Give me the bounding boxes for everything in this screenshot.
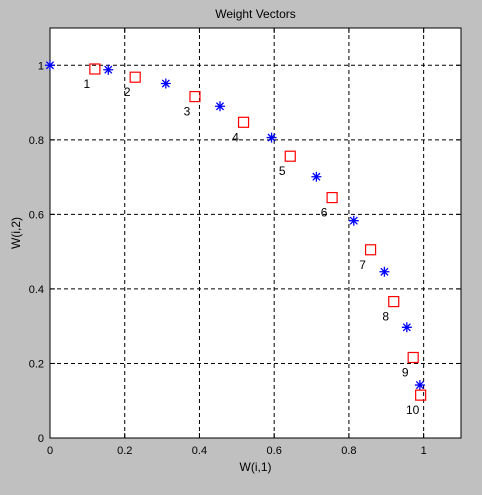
- y-tick-label: 0: [38, 433, 44, 445]
- point-label: 4: [232, 130, 239, 144]
- square-point: [129, 71, 141, 83]
- chart-title: Weight Vectors: [215, 7, 295, 21]
- axes-frame: [49, 27, 462, 439]
- asterisk-point: [215, 101, 226, 112]
- point-label: 10: [406, 403, 420, 417]
- asterisk-point: [311, 171, 322, 182]
- point-label: 3: [184, 105, 191, 119]
- asterisk-point: [160, 78, 171, 89]
- point-label: 7: [359, 258, 366, 272]
- square-point: [326, 191, 338, 204]
- square-point: [407, 351, 419, 364]
- square-point: [284, 150, 296, 162]
- square-point: [189, 90, 201, 103]
- square-point: [364, 244, 377, 256]
- asterisk-point: [401, 322, 412, 333]
- asterisk-point: [103, 64, 114, 75]
- square-series: 1 2 3 4 5 6 7 8 9 10: [83, 63, 427, 417]
- point-label: 5: [279, 164, 286, 178]
- square-point: [388, 295, 400, 308]
- x-ticks: 0 0.2 0.4 0.6 0.8 1: [47, 28, 427, 457]
- x-tick-label: 0: [47, 445, 53, 457]
- asterisk-point: [266, 132, 277, 143]
- point-label: 6: [321, 206, 328, 220]
- y-tick-label: 0.4: [29, 284, 44, 296]
- y-tick-label: 0.2: [29, 358, 44, 370]
- plot-area: [50, 28, 461, 438]
- point-label: 8: [382, 310, 389, 324]
- square-point: [415, 389, 427, 401]
- x-tick-label: 0.4: [192, 445, 207, 457]
- square-point: [237, 116, 250, 128]
- asterisk-point: [379, 266, 390, 277]
- y-ticks: 0 0.2 0.4 0.6 0.8 1: [29, 60, 461, 445]
- point-label: 1: [83, 77, 90, 91]
- x-axis-label: W(i,1): [240, 460, 272, 474]
- asterisk-point: [414, 380, 425, 391]
- x-tick-label: 0.6: [267, 445, 282, 457]
- point-label: 9: [402, 365, 409, 379]
- x-tick-label: 1: [421, 445, 427, 457]
- y-tick-label: 0.8: [29, 135, 44, 147]
- y-axis-label: W(i,2): [9, 217, 23, 249]
- asterisk-series: [45, 60, 425, 391]
- x-tick-label: 0.8: [341, 445, 356, 457]
- square-point: [89, 63, 101, 75]
- y-tick-label: 1: [38, 60, 44, 72]
- asterisk-point: [348, 215, 359, 226]
- y-tick-label: 0.6: [29, 209, 44, 221]
- x-tick-label: 0.2: [117, 445, 132, 457]
- asterisk-point: [45, 60, 55, 71]
- grid: [50, 28, 461, 438]
- point-label: 2: [124, 85, 131, 99]
